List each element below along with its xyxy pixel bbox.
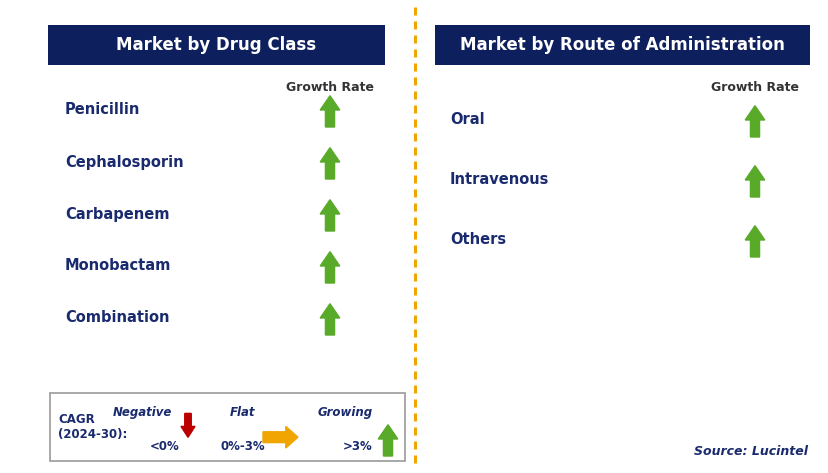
Text: Growth Rate: Growth Rate	[286, 81, 373, 95]
FancyArrow shape	[378, 425, 397, 456]
Text: Source: Lucintel: Source: Lucintel	[693, 445, 807, 457]
FancyArrow shape	[744, 106, 764, 137]
Text: CAGR
(2024-30):: CAGR (2024-30):	[58, 413, 128, 441]
Text: Market by Route of Administration: Market by Route of Administration	[460, 36, 784, 54]
Text: Growing: Growing	[317, 405, 372, 419]
Bar	[48, 25, 384, 65]
Text: Market by Drug Class: Market by Drug Class	[116, 36, 316, 54]
FancyArrow shape	[320, 200, 339, 231]
Text: 0%-3%: 0%-3%	[220, 439, 265, 453]
Text: Growth Rate: Growth Rate	[710, 81, 798, 95]
Bar	[435, 25, 809, 65]
FancyArrow shape	[320, 304, 339, 335]
Text: Oral: Oral	[450, 113, 484, 128]
FancyArrow shape	[320, 252, 339, 283]
Text: Carbapenem: Carbapenem	[65, 207, 169, 221]
FancyArrow shape	[320, 148, 339, 179]
FancyArrow shape	[320, 96, 339, 127]
Text: Combination: Combination	[65, 310, 169, 325]
Text: <0%: <0%	[150, 439, 180, 453]
Text: Monobactam: Monobactam	[65, 259, 171, 273]
Text: Negative: Negative	[112, 405, 171, 419]
FancyArrow shape	[744, 166, 764, 197]
FancyBboxPatch shape	[50, 393, 405, 461]
FancyArrow shape	[181, 413, 195, 438]
FancyArrow shape	[744, 226, 764, 257]
Text: Others: Others	[450, 233, 506, 247]
Text: Flat: Flat	[230, 405, 256, 419]
FancyArrow shape	[262, 426, 297, 448]
Text: Intravenous: Intravenous	[450, 173, 549, 187]
Text: Penicillin: Penicillin	[65, 103, 140, 117]
Text: >3%: >3%	[343, 439, 373, 453]
Text: Cephalosporin: Cephalosporin	[65, 155, 184, 169]
